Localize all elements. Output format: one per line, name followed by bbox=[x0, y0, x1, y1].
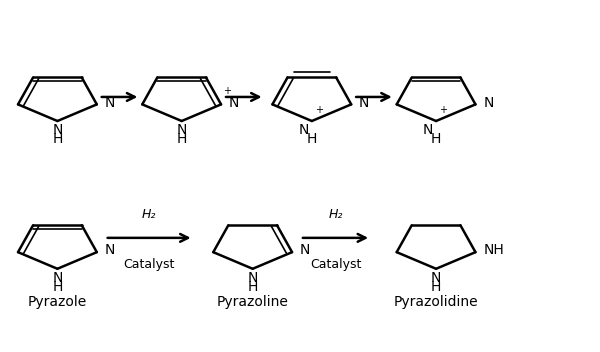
Text: N: N bbox=[229, 96, 239, 110]
Text: +: + bbox=[315, 105, 323, 115]
Text: Pyrazole: Pyrazole bbox=[28, 295, 87, 309]
Text: N: N bbox=[423, 123, 433, 137]
Text: H: H bbox=[176, 132, 187, 146]
Text: H: H bbox=[52, 280, 62, 294]
Text: N: N bbox=[104, 96, 115, 110]
Text: H: H bbox=[247, 280, 258, 294]
Text: N: N bbox=[176, 123, 187, 137]
Text: +: + bbox=[439, 105, 447, 115]
Text: NH: NH bbox=[483, 244, 504, 257]
Text: N: N bbox=[483, 96, 494, 110]
Text: N: N bbox=[299, 123, 309, 137]
Text: N: N bbox=[52, 123, 62, 137]
Text: Catalyst: Catalyst bbox=[310, 258, 361, 271]
Text: N: N bbox=[247, 270, 258, 284]
Text: H₂: H₂ bbox=[328, 208, 343, 221]
Text: H: H bbox=[307, 132, 317, 146]
Text: Pyrazolidine: Pyrazolidine bbox=[394, 295, 478, 309]
Text: H: H bbox=[431, 132, 441, 146]
Text: N: N bbox=[359, 96, 369, 110]
Text: N: N bbox=[104, 244, 115, 257]
Text: N: N bbox=[300, 244, 310, 257]
Text: Pyrazoline: Pyrazoline bbox=[217, 295, 289, 309]
Text: N: N bbox=[52, 270, 62, 284]
Text: Catalyst: Catalyst bbox=[124, 258, 175, 271]
Text: H: H bbox=[52, 132, 62, 146]
Text: H₂: H₂ bbox=[142, 208, 157, 221]
Text: H: H bbox=[431, 280, 441, 294]
Text: +: + bbox=[223, 86, 231, 96]
Text: N: N bbox=[431, 270, 441, 284]
